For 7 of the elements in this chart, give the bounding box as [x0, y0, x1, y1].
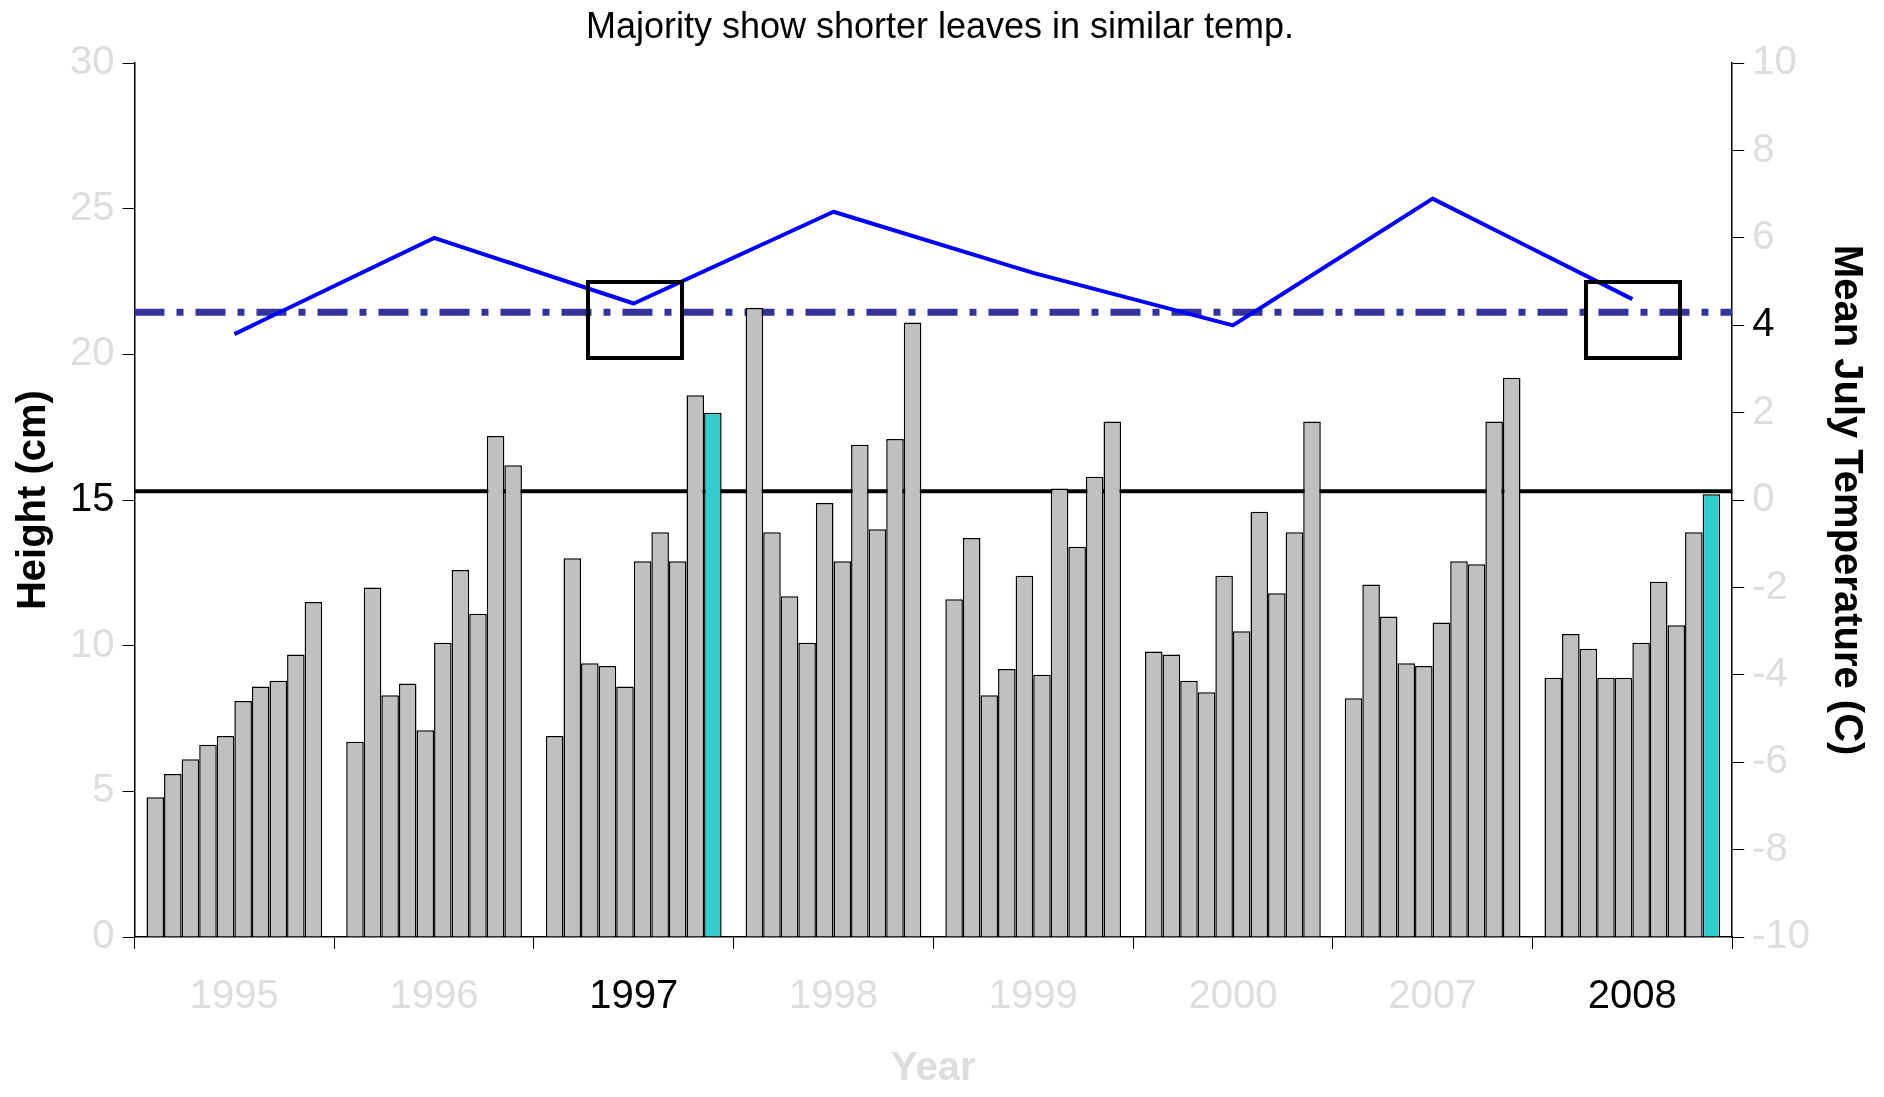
- y2-axis-title: Mean July Temperature (C): [1826, 244, 1871, 756]
- chart-title: Majority show shorter leaves in similar temp.: [585, 4, 1295, 46]
- x-tick-label: 1997: [589, 972, 679, 1017]
- y-tick-label: 15: [69, 475, 115, 520]
- y-axis-title: Height (cm): [9, 390, 54, 611]
- y2-tick-label: 4: [1752, 300, 1775, 345]
- x-tick-label: 2008: [1587, 972, 1677, 1017]
